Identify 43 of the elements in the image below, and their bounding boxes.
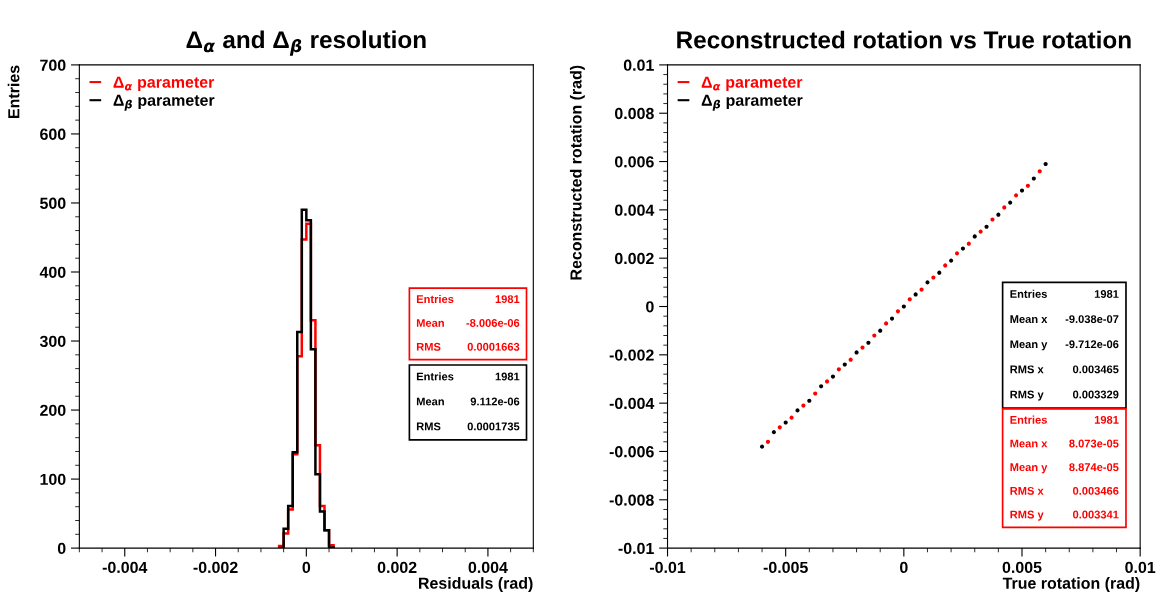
chart-title: Δ$_{α}$ and Δ$_{β}$ resolution (186, 30, 426, 56)
legend-label: Δ$_{β}$ parameter (113, 94, 215, 111)
x-tick-label: -0.004 (102, 561, 148, 574)
text: Entries 1981 Mean x -9.038e-07 Mean y -9.712e-06 RMS x 0.003465 RMS y 0.003329 (1010, 289, 1119, 401)
x-axis-title: True rotation (rad) (1002, 577, 1140, 592)
y-tick-label: 100 (40, 473, 66, 486)
y-tick-label: -0.002 (609, 349, 654, 361)
y-tick-label: -0.01 (618, 542, 654, 555)
y-tick-label: 0.01 (623, 59, 654, 71)
y-tick-label: 0.002 (615, 252, 654, 265)
legend-label: Δ$_{α}$ parameter (113, 76, 215, 91)
x-tick-label: -0.002 (193, 561, 238, 574)
y-axis-title: Entries (7, 65, 20, 118)
y-tick-label: 0.008 (615, 107, 654, 120)
y-tick-label: 0 (646, 301, 654, 313)
y-axis-title: Reconstructed rotation (rad) (569, 65, 585, 280)
y-tick-label: 600 (40, 128, 66, 140)
chart-title: Reconstructed rotation vs True rotation (677, 30, 1131, 49)
y-tick-label: 0.006 (615, 156, 654, 168)
text: Entries 1981 Mean -8.006e-06 RMS 0.0001663 (416, 294, 520, 351)
y-tick-label: 400 (39, 266, 66, 278)
x-tick-label: 0.004 (468, 561, 508, 574)
text: Entries 1981 Mean 9.112e-06 RMS 0.0001735 (416, 372, 520, 431)
y-tick-label: 200 (40, 404, 66, 416)
y-tick-label: 500 (40, 197, 66, 209)
y-tick-label: -0.008 (609, 494, 654, 506)
x-tick-label: -0.005 (763, 561, 808, 574)
y-tick-label: -0.006 (609, 446, 654, 458)
x-axis-title: Residuals (rad) (419, 577, 533, 592)
y-tick-label: -0.004 (609, 397, 655, 410)
x-tick-label: 0.01 (1125, 561, 1156, 574)
x-tick-label: 0 (900, 561, 908, 574)
x-tick-label: 0.005 (1002, 561, 1042, 574)
y-tick-label: 700 (40, 59, 66, 71)
x-tick-label: 0 (302, 561, 311, 574)
y-tick-label: 0 (57, 542, 66, 555)
legend-label: Δ$_{α}$ parameter (701, 76, 803, 91)
x-tick-label: 0.002 (377, 561, 417, 574)
y-tick-label: 300 (39, 335, 66, 347)
x-tick-label: -0.01 (649, 561, 686, 574)
legend-label: Δ$_{β}$ parameter (701, 94, 803, 111)
y-tick-label: 0.004 (615, 204, 655, 216)
text: Entries 1981 Mean x 8.073e-05 Mean y 8.874e-05 RMS x 0.003466 RMS y 0.003341 (1010, 415, 1119, 521)
